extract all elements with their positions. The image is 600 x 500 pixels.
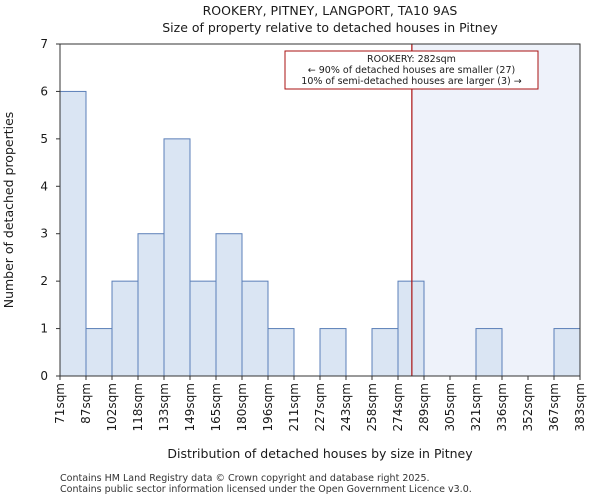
bar-71sqm [59,90,87,377]
x-tick-label: 367sqm [547,383,561,431]
chart-title-line2: Size of property relative to detached ho… [162,20,498,35]
bar-274sqm [397,280,425,377]
bar-118sqm [137,233,165,377]
bar-149sqm [189,280,217,377]
bar-180sqm [241,280,269,377]
x-tick-label: 87sqm [79,383,93,424]
x-tick-label: 227sqm [313,383,327,431]
y-axis-label: Number of detached properties [1,112,16,309]
x-tick-label: 133sqm [157,383,171,431]
x-tick-label: 102sqm [105,383,119,431]
bar-227sqm [319,328,347,377]
bar-102sqm [111,280,139,377]
x-tick-label: 258sqm [365,383,379,431]
bar-367sqm [553,328,581,377]
x-tick-label: 352sqm [521,383,535,431]
x-tick-label: 305sqm [443,383,457,431]
y-tick-label: 0 [40,369,48,383]
x-tick-label: 383sqm [573,383,587,431]
annotation-line2: ← 90% of detached houses are smaller (27… [308,65,515,76]
x-tick-label: 336sqm [495,383,509,431]
bar-165sqm [215,233,243,377]
x-tick-label: 243sqm [339,383,353,431]
x-axis-ticks: 71sqm 87sqm 102sqm 118sqm 133sqm 149sqm 165sqm… [53,376,587,431]
x-tick-label: 71sqm [53,383,67,424]
chart-title-line1: ROOKERY, PITNEY, LANGPORT, TA10 9AS [203,3,458,18]
y-tick-label: 7 [40,37,48,51]
x-tick-label: 118sqm [131,383,145,431]
x-tick-label: 321sqm [469,383,483,431]
x-axis-label: Distribution of detached houses by size … [167,446,473,461]
bar-87sqm [85,328,113,377]
x-tick-label: 180sqm [235,383,249,431]
x-tick-label: 289sqm [417,383,431,431]
x-tick-label: 149sqm [183,383,197,431]
bars-group [59,90,581,377]
annotation-box: ROOKERY: 282sqm ← 90% of detached houses… [284,50,539,90]
larger-region-shade [411,44,580,376]
annotation-border [284,50,539,90]
y-tick-label: 6 [40,84,48,98]
bar-196sqm [267,328,295,377]
y-tick-label: 3 [40,227,48,241]
y-tick-label: 2 [40,274,48,288]
x-tick-label: 196sqm [261,383,275,431]
x-tick-label: 165sqm [209,383,223,431]
bar-133sqm [163,138,191,377]
footer-line1: Contains HM Land Registry data © Crown c… [60,473,430,484]
x-tick-label: 274sqm [391,383,405,431]
annotation-line1: ROOKERY: 282sqm [367,54,456,65]
y-tick-label: 4 [40,179,48,193]
bar-321sqm [475,328,503,377]
y-tick-label: 5 [40,132,48,146]
footer-line2: Contains public sector information licen… [60,484,472,495]
bar-258sqm [371,328,399,377]
y-tick-label: 1 [40,322,48,336]
x-tick-label: 211sqm [287,383,301,431]
annotation-line3: 10% of semi-detached houses are larger (… [301,76,521,87]
y-axis-ticks: 0 1 2 3 4 5 6 7 [40,37,60,383]
